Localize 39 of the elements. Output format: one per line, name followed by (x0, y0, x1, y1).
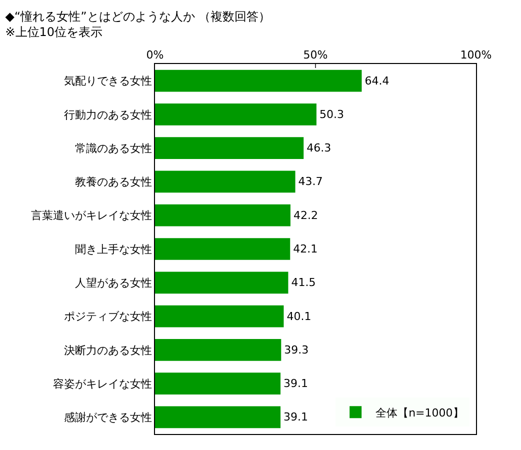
y-tick-label: 感謝ができる女性 (64, 411, 152, 424)
bar (155, 238, 290, 260)
bar (155, 137, 304, 160)
y-tick-label: 気配りできる女性 (64, 74, 152, 88)
bar (155, 406, 281, 428)
legend-label: 全体【n=1000】 (376, 406, 464, 420)
bar (155, 338, 282, 361)
y-tick-label: 言葉遣いがキレイな女性 (30, 209, 152, 222)
y-tick-label: 行動力のある女性 (64, 108, 152, 122)
y-tick-label: 教養のある女性 (74, 176, 152, 189)
y-tick-label: ポジティブな女性 (64, 310, 152, 324)
data-label: 50.3 (319, 108, 344, 121)
data-label: 40.1 (286, 310, 312, 323)
bar (155, 204, 290, 226)
data-label: 39.1 (284, 377, 308, 390)
y-tick-label: 常識のある女性 (74, 142, 152, 155)
bar (155, 70, 362, 92)
y-tick-label: 決断力のある女性 (64, 344, 152, 357)
y-tick-label: 人望がある女性 (74, 276, 152, 290)
data-label: 43.7 (298, 175, 323, 188)
data-label: 64.4 (364, 74, 390, 88)
bar (155, 272, 288, 294)
bar (155, 305, 284, 328)
data-label: 41.5 (291, 276, 316, 290)
x-tick-label: 0% (146, 48, 164, 62)
x-tick-label: 50% (303, 48, 328, 62)
y-tick-label: 容姿がキレイな女性 (52, 377, 152, 390)
data-label: 42.1 (293, 242, 318, 256)
data-label: 39.1 (284, 410, 308, 424)
bar (155, 372, 281, 394)
x-tick-label: 100% (460, 48, 492, 62)
chart-title: ◆“憧れる女性”とはどのような人か （複数回答） (5, 9, 271, 24)
data-label: 46.3 (306, 142, 332, 155)
y-tick-label: 聞き上手な女性 (74, 242, 152, 256)
data-label: 42.2 (293, 208, 318, 222)
data-label: 39.3 (284, 343, 309, 356)
bar (155, 170, 296, 193)
bar (155, 104, 316, 126)
text: ※上位10位を表示 (5, 24, 103, 39)
